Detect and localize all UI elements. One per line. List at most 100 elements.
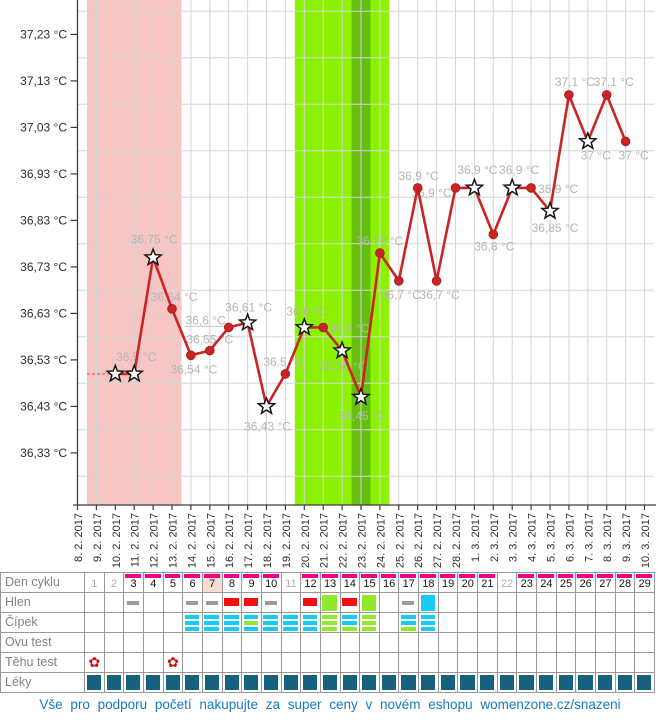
ovu-test-cell[interactable] (163, 633, 184, 653)
mucus-cell[interactable] (202, 593, 223, 613)
pregnancy-test-cell[interactable] (497, 653, 518, 673)
mucus-cell[interactable] (556, 593, 577, 613)
mucus-cell[interactable] (261, 593, 282, 613)
temperature-point-star[interactable] (256, 395, 277, 416)
temperature-point-star[interactable] (294, 316, 315, 337)
pregnancy-test-cell[interactable] (143, 653, 164, 673)
mucus-cell[interactable] (379, 593, 400, 613)
mucus-cell[interactable] (438, 593, 459, 613)
mucus-cell[interactable] (635, 593, 655, 613)
pregnancy-test-cell[interactable] (301, 653, 321, 673)
medication-cell[interactable] (124, 673, 144, 693)
cervix-cell[interactable] (379, 613, 400, 633)
cervix-cell[interactable] (576, 613, 597, 633)
ovu-test-cell[interactable] (438, 633, 459, 653)
cycle-day-cell[interactable]: 19 (438, 573, 459, 593)
mucus-cell[interactable] (143, 593, 164, 613)
temperature-point-star[interactable] (142, 246, 164, 267)
cycle-day-cell[interactable]: 25 (556, 573, 577, 593)
medication-cell[interactable] (242, 673, 262, 693)
temperature-point-dot[interactable] (186, 350, 196, 361)
ovu-test-cell[interactable] (379, 633, 400, 653)
mucus-cell[interactable] (85, 593, 105, 613)
mucus-cell[interactable] (124, 593, 144, 613)
cycle-day-cell[interactable]: 10 (261, 573, 282, 593)
temperature-point-star[interactable] (124, 363, 145, 383)
cervix-cell[interactable] (497, 613, 518, 633)
medication-cell[interactable] (261, 673, 282, 693)
cervix-cell[interactable] (596, 613, 616, 633)
pregnancy-test-cell[interactable] (360, 653, 380, 673)
temperature-point-star[interactable] (464, 177, 485, 197)
cycle-day-cell[interactable]: 7 (202, 573, 223, 593)
cycle-day-cell[interactable]: 9 (242, 573, 262, 593)
cycle-day-cell[interactable]: 29 (635, 573, 655, 593)
medication-cell[interactable] (556, 673, 577, 693)
mucus-cell[interactable] (301, 593, 321, 613)
medication-cell[interactable] (379, 673, 400, 693)
medication-cell[interactable] (202, 673, 223, 693)
pregnancy-test-cell[interactable] (104, 653, 125, 673)
cycle-day-cell[interactable]: 17 (399, 573, 420, 593)
temperature-point-dot[interactable] (564, 90, 574, 100)
pregnancy-test-cell[interactable] (419, 653, 439, 673)
ovu-test-cell[interactable] (222, 633, 243, 653)
pregnancy-test-cell[interactable] (635, 653, 655, 673)
medication-cell[interactable] (399, 673, 420, 693)
cervix-cell[interactable] (635, 613, 655, 633)
temperature-point-dot[interactable] (526, 183, 536, 193)
ovu-test-cell[interactable] (85, 633, 105, 653)
pregnancy-test-cell[interactable] (556, 653, 577, 673)
cervix-cell[interactable] (360, 613, 380, 633)
temperature-point-dot[interactable] (601, 90, 612, 100)
cervix-cell[interactable] (478, 613, 498, 633)
cycle-day-cell[interactable]: 2 (104, 573, 125, 593)
cervix-cell[interactable] (143, 613, 164, 633)
medication-cell[interactable] (596, 673, 616, 693)
cycle-day-cell[interactable]: 1 (85, 573, 105, 593)
medication-cell[interactable] (360, 673, 380, 693)
cervix-cell[interactable] (458, 613, 479, 633)
cervix-cell[interactable] (340, 613, 361, 633)
mucus-cell[interactable] (281, 593, 302, 613)
cycle-day-cell[interactable]: 14 (340, 573, 361, 593)
cervix-cell[interactable] (320, 613, 341, 633)
medication-cell[interactable] (576, 673, 597, 693)
pregnancy-test-cell[interactable] (615, 653, 636, 673)
cervix-cell[interactable] (419, 613, 439, 633)
medication-cell[interactable] (320, 673, 341, 693)
cervix-cell[interactable] (85, 613, 105, 633)
pregnancy-test-cell[interactable]: ✿ (163, 653, 184, 673)
cycle-day-cell[interactable]: 16 (379, 573, 400, 593)
cervix-cell[interactable] (537, 613, 557, 633)
temperature-point-dot[interactable] (450, 183, 461, 193)
cervix-cell[interactable] (438, 613, 459, 633)
mucus-cell[interactable] (596, 593, 616, 613)
temperature-point-dot[interactable] (488, 229, 499, 240)
ovu-test-cell[interactable] (340, 633, 361, 653)
ovu-test-cell[interactable] (556, 633, 577, 653)
ovu-test-cell[interactable] (183, 633, 203, 653)
cervix-cell[interactable] (242, 613, 262, 633)
pregnancy-test-cell[interactable] (517, 653, 538, 673)
mucus-cell[interactable] (419, 593, 439, 613)
pregnancy-test-cell[interactable] (438, 653, 459, 673)
cycle-day-cell[interactable]: 4 (143, 573, 164, 593)
mucus-cell[interactable] (497, 593, 518, 613)
pregnancy-test-cell[interactable] (222, 653, 243, 673)
cervix-cell[interactable] (202, 613, 223, 633)
cycle-day-cell[interactable]: 13 (320, 573, 341, 593)
temperature-point-dot[interactable] (620, 136, 631, 147)
ovu-test-cell[interactable] (458, 633, 479, 653)
medication-cell[interactable] (458, 673, 479, 693)
medication-cell[interactable] (438, 673, 459, 693)
temperature-point-star[interactable] (539, 200, 561, 220)
cervix-cell[interactable] (517, 613, 538, 633)
temperature-point-star[interactable] (331, 339, 353, 360)
pregnancy-test-cell[interactable] (576, 653, 597, 673)
medication-cell[interactable] (85, 673, 105, 693)
cycle-day-cell[interactable]: 15 (360, 573, 380, 593)
cervix-cell[interactable] (261, 613, 282, 633)
ovu-test-cell[interactable] (143, 633, 164, 653)
mucus-cell[interactable] (340, 593, 361, 613)
